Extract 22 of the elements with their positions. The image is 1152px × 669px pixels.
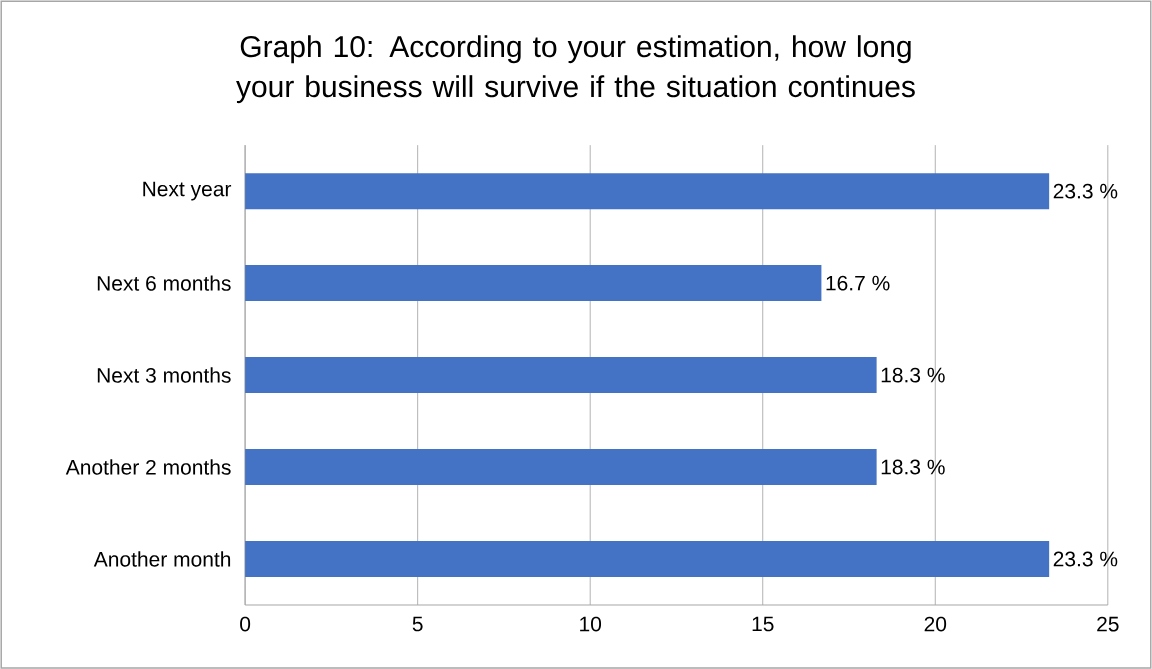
y-tick-label: Next 3 months (97, 367, 231, 383)
bar (245, 265, 822, 302)
x-tick-label: 5 (412, 616, 423, 632)
x-tick-label: 25 (1097, 616, 1119, 632)
y-tick-label: Another 2 months (65, 459, 231, 475)
x-tick-label: 10 (580, 616, 602, 632)
chart-title: Graph 10: According to your estimation, how long your business will survive if the situation continues (236, 35, 915, 104)
x-tick-label: 20 (924, 616, 947, 632)
x-tick-label: 15 (752, 616, 774, 632)
data-label: 18.3 % (881, 367, 945, 383)
data-label: 23.3 % (1053, 551, 1118, 567)
y-tick-label: Next year (143, 181, 232, 201)
bar (245, 540, 1050, 577)
data-label: 18.3 % (881, 459, 945, 475)
data-label: 23.3 % (1053, 183, 1118, 199)
bar (245, 173, 1050, 210)
data-label: 16.7 % (826, 275, 890, 291)
x-tick-label: 0 (240, 616, 251, 632)
bar (245, 448, 877, 485)
y-tick-label: Another month (93, 551, 231, 567)
y-tick-label: Next 6 months (97, 275, 231, 291)
bar (245, 357, 877, 393)
